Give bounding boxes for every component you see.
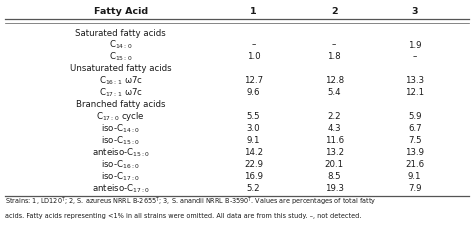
Text: C$_{17:1}$ ω7c: C$_{17:1}$ ω7c [99, 86, 143, 99]
Text: 16.9: 16.9 [244, 171, 263, 180]
Text: Fatty Acid: Fatty Acid [94, 7, 148, 16]
Text: 2: 2 [331, 7, 337, 16]
Text: Saturated fatty acids: Saturated fatty acids [75, 29, 166, 37]
Text: 3: 3 [411, 7, 418, 16]
Text: 5.5: 5.5 [247, 112, 260, 121]
Text: –: – [332, 40, 337, 49]
Text: 13.3: 13.3 [405, 76, 424, 85]
Text: C$_{16:1}$ ω7c: C$_{16:1}$ ω7c [99, 74, 143, 87]
Text: 13.9: 13.9 [405, 147, 424, 156]
Text: acids. Fatty acids representing <1% in all strains were omitted. All data are fr: acids. Fatty acids representing <1% in a… [5, 212, 361, 218]
Text: 21.6: 21.6 [405, 159, 424, 168]
Text: 1.8: 1.8 [328, 52, 341, 61]
Text: 1.9: 1.9 [408, 40, 421, 49]
Text: 13.2: 13.2 [325, 147, 344, 156]
Text: 12.1: 12.1 [405, 88, 424, 97]
Text: 12.7: 12.7 [244, 76, 263, 85]
Text: 6.7: 6.7 [408, 124, 421, 133]
Text: 9.6: 9.6 [247, 88, 260, 97]
Text: C$_{14:0}$: C$_{14:0}$ [109, 39, 133, 51]
Text: 7.5: 7.5 [408, 135, 421, 144]
Text: Strains: 1, LD120$^{\mathrm{T}}$; 2, S. azureus NRRL B-2655$^{\mathrm{T}}$; 3, S: Strains: 1, LD120$^{\mathrm{T}}$; 2, S. … [5, 195, 376, 207]
Text: 3.0: 3.0 [247, 124, 260, 133]
Text: iso-C$_{15:0}$: iso-C$_{15:0}$ [101, 134, 140, 146]
Text: iso-C$_{17:0}$: iso-C$_{17:0}$ [101, 169, 140, 182]
Text: iso-C$_{14:0}$: iso-C$_{14:0}$ [101, 122, 140, 134]
Text: 9.1: 9.1 [408, 171, 421, 180]
Text: C$_{15:0}$: C$_{15:0}$ [109, 50, 133, 63]
Text: 1.0: 1.0 [247, 52, 260, 61]
Text: 9.1: 9.1 [247, 135, 260, 144]
Text: 14.2: 14.2 [244, 147, 263, 156]
Text: 5.4: 5.4 [328, 88, 341, 97]
Text: 4.3: 4.3 [328, 124, 341, 133]
Text: 5.9: 5.9 [408, 112, 421, 121]
Text: 8.5: 8.5 [328, 171, 341, 180]
Text: –: – [251, 40, 256, 49]
Text: 5.2: 5.2 [247, 183, 260, 192]
Text: 19.3: 19.3 [325, 183, 344, 192]
Text: –: – [412, 52, 417, 61]
Text: 11.6: 11.6 [325, 135, 344, 144]
Text: Branched fatty acids: Branched fatty acids [76, 100, 165, 109]
Text: anteiso-C$_{15:0}$: anteiso-C$_{15:0}$ [92, 146, 150, 158]
Text: Unsaturated fatty acids: Unsaturated fatty acids [70, 64, 172, 73]
Text: 7.9: 7.9 [408, 183, 421, 192]
Text: C$_{17:0}$ cycle: C$_{17:0}$ cycle [96, 110, 146, 123]
Text: 22.9: 22.9 [244, 159, 263, 168]
Text: 20.1: 20.1 [325, 159, 344, 168]
Text: 12.8: 12.8 [325, 76, 344, 85]
Text: anteiso-C$_{17:0}$: anteiso-C$_{17:0}$ [92, 181, 150, 194]
Text: 2.2: 2.2 [328, 112, 341, 121]
Text: 1: 1 [250, 7, 257, 16]
Text: iso-C$_{16:0}$: iso-C$_{16:0}$ [101, 158, 140, 170]
